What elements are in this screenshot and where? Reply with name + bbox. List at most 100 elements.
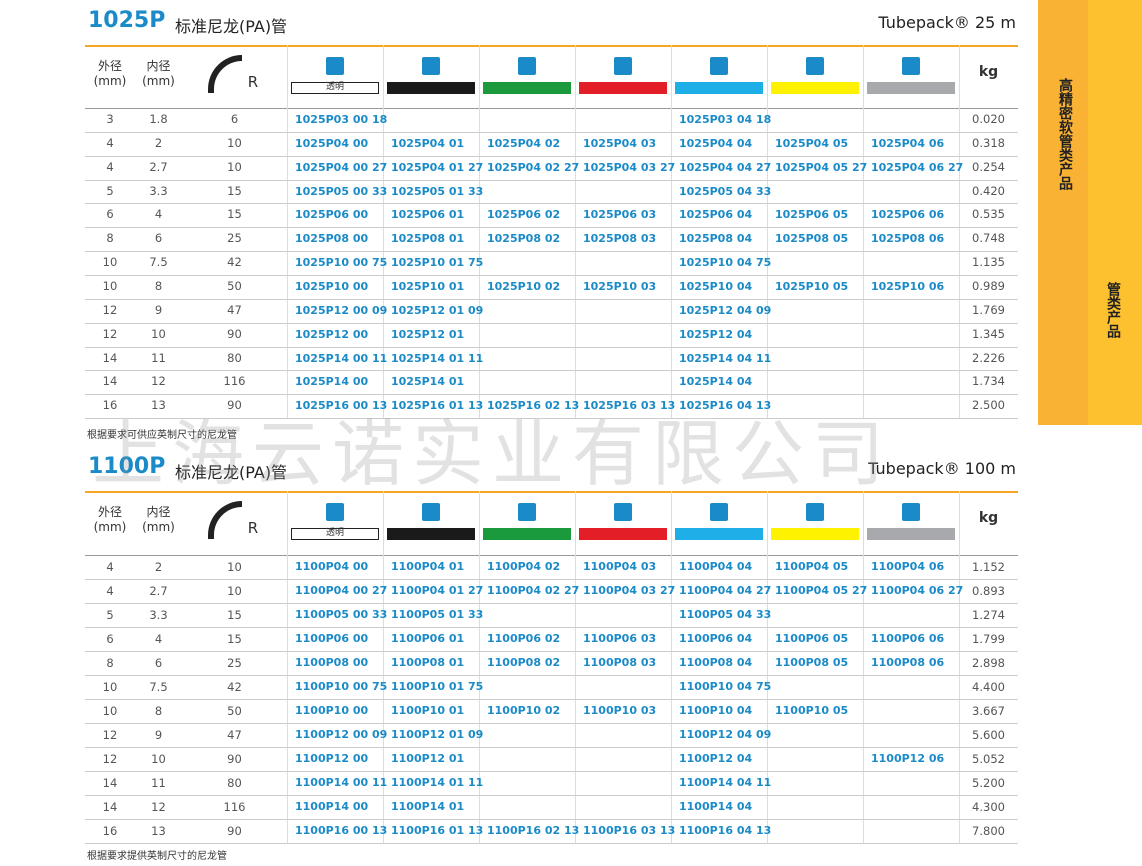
color-swatch (675, 528, 763, 540)
cell-value: 0.020 (972, 112, 1005, 126)
color-icon (614, 57, 632, 75)
section-code: 1025P (88, 8, 166, 33)
part-number: 1100P10 00 75 (295, 680, 388, 693)
col-line (479, 45, 480, 419)
part-number: 1100P10 02 (487, 704, 561, 717)
cell-value: 50 (227, 278, 242, 293)
col-line (863, 45, 864, 419)
cell-value: 10 (102, 255, 118, 270)
part-number: 1100P04 01 27 (391, 584, 484, 597)
cell-value: 11 (151, 350, 166, 365)
cell-value: 12 (102, 728, 118, 742)
section-pack: Tubepack® 100 m (868, 459, 1016, 478)
color-swatch (771, 528, 859, 540)
part-number: 1025P04 06 (871, 136, 945, 150)
part-number: 1100P05 04 33 (679, 608, 772, 621)
row-line (85, 370, 1018, 372)
cell-value: 9 (154, 302, 163, 317)
cell-value: 1.799 (972, 632, 1005, 646)
row-line (85, 155, 1018, 157)
part-number: 1025P04 02 (487, 136, 561, 150)
part-number: 1100P04 03 27 (583, 584, 676, 597)
part-number: 1025P04 03 (583, 136, 657, 150)
footnote: 根据要求提供英制尺寸的尼龙管 (87, 851, 227, 862)
cell-value: 9 (154, 728, 163, 742)
cell-value: 8 (154, 278, 163, 293)
part-number: 1100P06 02 (487, 632, 561, 645)
cell-value: 1.135 (972, 255, 1005, 270)
cell-value: 25 (227, 231, 242, 246)
cell-value: 2.500 (972, 398, 1005, 413)
cell-value: 5.600 (972, 728, 1005, 742)
cell-value: 0.254 (972, 159, 1005, 174)
part-number: 1025P06 05 (775, 208, 849, 222)
part-number: 1025P06 02 (487, 208, 561, 222)
row-line (85, 819, 1018, 820)
part-number: 1025P04 01 (391, 136, 465, 150)
part-number: 1100P14 00 (295, 800, 369, 813)
cell-value: 15 (227, 207, 242, 222)
cell-value: 6 (106, 632, 114, 646)
part-number: 1025P05 00 33 (295, 184, 388, 198)
part-number: 1100P10 05 (775, 704, 849, 717)
color-icon (806, 57, 824, 75)
row-line (85, 418, 1018, 420)
cell-value: 7.5 (149, 255, 168, 270)
cell-value: 10 (227, 560, 242, 574)
part-number: 1100P04 06 (871, 560, 945, 573)
cell-value: 1.8 (149, 112, 168, 126)
part-number: 1100P05 01 33 (391, 608, 484, 621)
header-id: 内径 (146, 505, 171, 519)
cell-value: 90 (227, 824, 242, 838)
col-line (959, 45, 960, 419)
part-number: 1100P04 05 (775, 560, 849, 573)
cell-value: 90 (227, 398, 242, 413)
part-number: 1025P08 04 (679, 232, 753, 246)
color-icon (422, 503, 440, 521)
part-number: 1025P08 03 (583, 232, 657, 246)
part-number: 1100P14 01 (391, 800, 465, 813)
cell-value: 16 (102, 398, 118, 413)
part-number: 1025P12 01 (391, 327, 465, 341)
cell-value: 3.3 (149, 608, 168, 622)
cell-value: 14 (102, 350, 118, 365)
header-id-unit: (mm) (142, 74, 175, 88)
cell-value: 8 (106, 656, 114, 670)
header-od-unit: (mm) (93, 520, 127, 534)
cell-value: 47 (227, 302, 242, 317)
header-r: R (247, 73, 259, 91)
color-icon (710, 57, 728, 75)
cell-value: 5 (106, 608, 114, 622)
orange-rule (85, 45, 1018, 47)
cell-value: 5 (106, 183, 114, 198)
cell-value: 80 (227, 350, 242, 365)
color-icon (902, 503, 920, 521)
cell-value: 14 (102, 374, 118, 389)
part-number: 1025P04 06 27 (871, 160, 964, 174)
cell-value: 0.748 (972, 231, 1005, 246)
part-number: 1025P16 00 13 (295, 399, 388, 413)
part-number: 1025P10 06 (871, 279, 945, 293)
cell-value: 6 (154, 231, 163, 246)
part-number: 1025P05 04 33 (679, 184, 772, 198)
cell-value: 12 (151, 374, 166, 389)
footnote: 根据要求可供应英制尺寸的尼龙管 (87, 430, 237, 441)
part-number: 1025P10 01 (391, 279, 465, 293)
col-line (575, 45, 576, 419)
cell-value: 2.7 (149, 584, 168, 598)
part-number: 1025P06 04 (679, 208, 753, 222)
cell-value: 10 (102, 680, 118, 694)
cell-value: 4 (106, 584, 114, 598)
part-number: 1100P06 06 (871, 632, 945, 645)
part-number: 1025P14 00 11 (295, 351, 388, 365)
cell-value: 10 (227, 584, 242, 598)
cell-value: 1.734 (972, 374, 1005, 389)
part-number: 1025P04 04 (679, 136, 753, 150)
cell-value: 0.535 (972, 207, 1005, 222)
cell-value: 5.200 (972, 776, 1005, 790)
part-number: 1025P05 01 33 (391, 184, 484, 198)
color-swatch (291, 82, 379, 94)
part-number: 1025P08 02 (487, 232, 561, 246)
part-number: 1100P04 00 (295, 560, 369, 573)
